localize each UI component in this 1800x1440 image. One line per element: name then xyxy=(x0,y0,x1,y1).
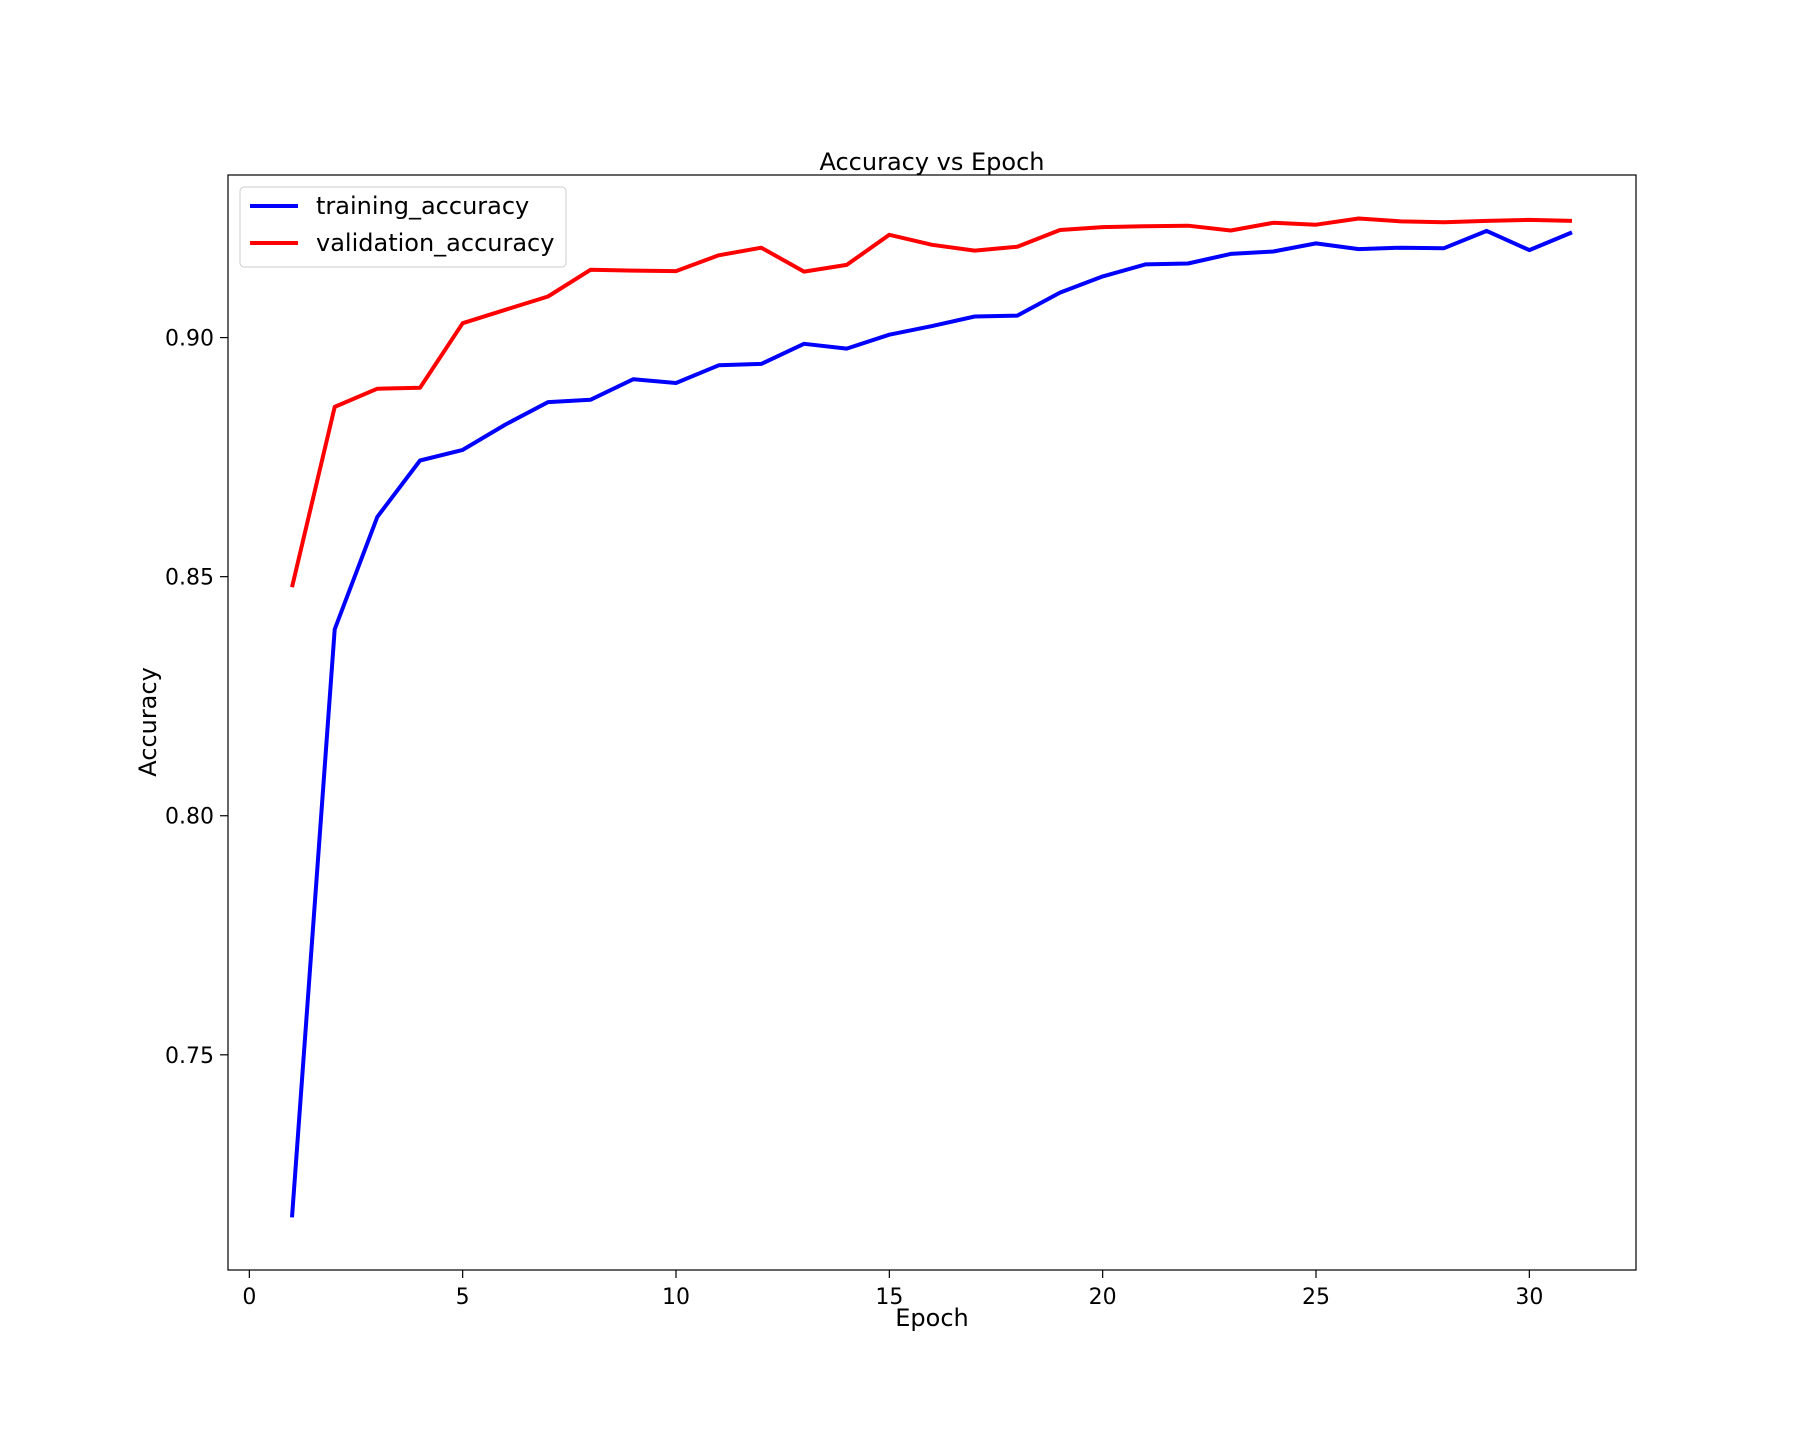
x-tick-label: 30 xyxy=(1515,1285,1543,1310)
x-tick-label: 5 xyxy=(456,1285,470,1310)
plot-area-frame xyxy=(227,174,1637,1271)
x-tick-label: 0 xyxy=(242,1285,256,1310)
y-tick-label: 0.80 xyxy=(165,805,214,830)
y-tick-label: 0.75 xyxy=(165,1044,214,1069)
series-line-validation-accuracy xyxy=(290,216,1573,588)
x-tick-label: 10 xyxy=(662,1285,690,1310)
series-line-training-accuracy xyxy=(290,228,1573,1218)
chart-title: Accuracy vs Epoch xyxy=(819,148,1044,176)
y-axis-label: Accuracy xyxy=(134,667,162,777)
x-axis-label: Epoch xyxy=(895,1304,969,1332)
x-tick-label: 15 xyxy=(875,1285,903,1310)
legend-box xyxy=(239,186,567,268)
legend: training_accuracy validation_accuracy xyxy=(239,186,567,268)
x-tick-label: 25 xyxy=(1302,1285,1330,1310)
ticks-layer: 0 5 10 15 20 25 30 0.75 0.80 0.85 0.90 xyxy=(165,327,1543,1310)
y-tick-label: 0.90 xyxy=(165,327,214,352)
legend-label-training: training_accuracy xyxy=(316,192,529,220)
y-tick-label: 0.85 xyxy=(165,566,214,591)
legend-label-validation: validation_accuracy xyxy=(316,229,554,257)
series-layer xyxy=(290,216,1573,1218)
x-tick-label: 20 xyxy=(1089,1285,1117,1310)
